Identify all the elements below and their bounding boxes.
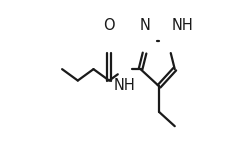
Text: NH: NH [171, 18, 193, 33]
Text: O: O [103, 18, 115, 33]
Text: N: N [139, 18, 150, 33]
Text: NH: NH [114, 78, 136, 93]
